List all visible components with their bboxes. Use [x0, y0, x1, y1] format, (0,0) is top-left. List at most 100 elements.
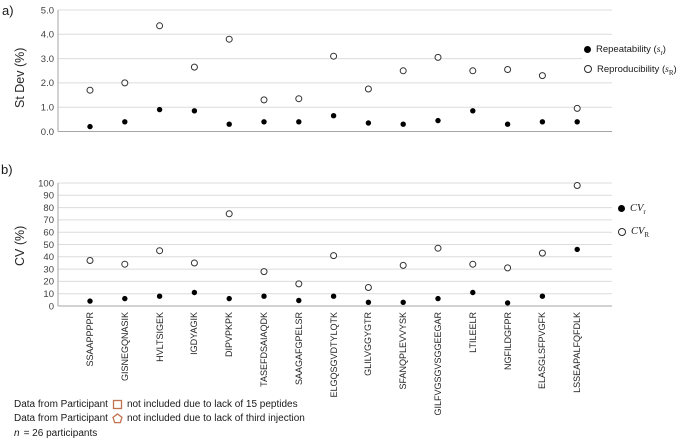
data-point-open [399, 261, 407, 269]
data-point-open [434, 244, 442, 252]
data-point-filled [539, 293, 546, 299]
data-point-open [260, 268, 268, 276]
pentagon-outline-icon [112, 413, 123, 424]
footnotes: Data from Participant not included due t… [14, 397, 305, 441]
data-point-open [121, 260, 129, 268]
data-point-open [469, 67, 477, 75]
data-point-filled [87, 123, 93, 130]
data-point-filled [400, 299, 406, 305]
data-point-open [434, 53, 442, 61]
open-circle-marker-icon [618, 227, 626, 236]
data-point-open [295, 280, 303, 288]
data-point-filled [470, 108, 476, 114]
y-tick-label: 50 [43, 240, 54, 251]
chart-panel-a: 0.0 1.0 2.0 3.0 4.0 5.0 [41, 5, 612, 138]
data-point-open [538, 249, 546, 257]
y-tick-label: 90 [43, 191, 54, 202]
data-point-filled [226, 121, 232, 127]
data-point-open [156, 22, 164, 30]
data-point-filled [122, 119, 128, 125]
data-point-open [190, 63, 198, 71]
x-axis-label: SAAGAFGPELSR [293, 312, 304, 386]
data-point-open [86, 86, 94, 94]
data-point-open [469, 260, 477, 268]
data-point-open [538, 72, 546, 80]
filled-circle-marker-icon [618, 205, 625, 212]
x-axis-label: HVLTSIGEK [154, 312, 165, 362]
square-outline-icon [112, 399, 123, 409]
legend-item-repeatability: Repeatability (sr) [584, 39, 677, 59]
open-circle-marker-icon [584, 65, 592, 73]
x-axis-label: GILFVGSGVSGGEEGAR [433, 312, 443, 416]
x-axis-label: ELGQSGVDTYLQTK [328, 312, 339, 398]
y-tick-label: 20 [43, 277, 54, 288]
data-point-filled [365, 299, 372, 305]
data-point-filled [435, 117, 441, 124]
legend-label: CVr [630, 203, 646, 216]
x-axis-label: SFANQPLEVVYSK [398, 312, 409, 390]
data-point-open [330, 252, 338, 260]
data-point-open [330, 52, 338, 60]
y-tick-label: 10 [43, 289, 54, 300]
x-axis-label: SSAAPPPPR [85, 312, 95, 367]
data-point-open [86, 257, 94, 264]
data-point-filled [296, 297, 302, 304]
x-axis-label: LSSEAPALFQFDLK [572, 312, 583, 393]
legend-item-cvr: CVr [618, 197, 649, 220]
footnote-text: not included due to lack of 15 peptides [126, 398, 298, 410]
footnote-text: = 26 participants [23, 427, 98, 439]
data-point-filled [122, 295, 128, 302]
data-point-open [225, 35, 233, 43]
x-axis-label: GISNEGQNASIK [119, 312, 130, 382]
data-point-open [399, 67, 407, 75]
footnote-text: not included due to lack of third inject… [126, 413, 305, 425]
data-point-filled [435, 295, 441, 302]
data-point-filled [574, 119, 580, 125]
data-point-open [504, 66, 512, 73]
legend-label: Repeatability (sr) [596, 43, 666, 57]
data-point-filled [87, 298, 93, 304]
legend-item-cvR: CVR [618, 220, 649, 243]
y-tick-label: 80 [43, 203, 54, 214]
data-point-filled [539, 119, 546, 125]
footnote-prefix: Data from Participant [14, 398, 108, 410]
data-point-filled [156, 106, 163, 113]
y-tick-label: 2.0 [41, 78, 54, 89]
data-point-filled [504, 300, 511, 306]
filled-circle-marker-icon [584, 45, 591, 53]
data-point-open [295, 95, 303, 103]
legend-item-reproducibility: Reproducibility (sR) [584, 59, 677, 79]
data-point-filled [365, 120, 372, 126]
x-axis-label: NGFILDGFPR [502, 312, 513, 371]
data-point-filled [504, 121, 511, 127]
data-point-filled [330, 293, 337, 299]
data-point-filled [296, 119, 302, 125]
footnote-prefix: Data from Participant [14, 413, 108, 425]
y-tick-label: 30 [43, 264, 54, 275]
data-point-open [225, 210, 233, 218]
data-point-open [364, 284, 372, 291]
data-point-filled [191, 108, 198, 114]
y-tick-label: 40 [43, 252, 54, 263]
data-point-filled [574, 246, 580, 253]
data-point-filled [226, 295, 232, 302]
data-point-open [190, 259, 198, 267]
data-point-filled [261, 119, 267, 125]
data-point-filled [191, 289, 198, 296]
x-axis-label: IGDYAGIK [189, 312, 200, 355]
legend-label: Reproducibility (sR) [597, 63, 677, 77]
data-point-filled [156, 293, 163, 299]
footnote-n-participants: n = 26 participants [14, 426, 305, 441]
data-point-filled [400, 121, 406, 127]
data-point-open [156, 247, 164, 255]
y-tick-label: 60 [43, 228, 54, 239]
y-tick-label: 4.0 [41, 30, 54, 41]
x-axis-label: TASEFDSAIAQDK [259, 312, 269, 387]
y-tick-label: 5.0 [41, 5, 54, 16]
data-point-open [504, 264, 512, 272]
x-axis-label: LTILEELR [467, 312, 478, 353]
data-point-open [364, 85, 372, 93]
n-variable: n [14, 427, 20, 439]
legend-panel-b: CVr CVR [616, 197, 650, 243]
